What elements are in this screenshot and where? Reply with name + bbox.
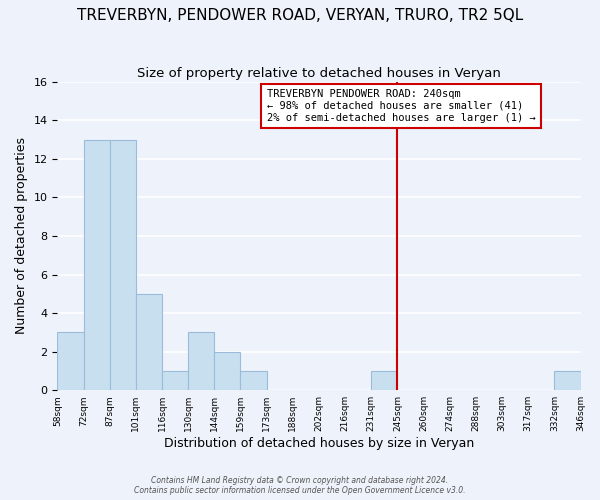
- Text: Contains HM Land Registry data © Crown copyright and database right 2024.
Contai: Contains HM Land Registry data © Crown c…: [134, 476, 466, 495]
- Text: TREVERBYN PENDOWER ROAD: 240sqm
← 98% of detached houses are smaller (41)
2% of : TREVERBYN PENDOWER ROAD: 240sqm ← 98% of…: [266, 90, 535, 122]
- Bar: [162, 371, 188, 390]
- Bar: [83, 140, 110, 390]
- Bar: [241, 371, 266, 390]
- Y-axis label: Number of detached properties: Number of detached properties: [15, 138, 28, 334]
- Title: Size of property relative to detached houses in Veryan: Size of property relative to detached ho…: [137, 68, 501, 80]
- Bar: [110, 140, 136, 390]
- Bar: [188, 332, 214, 390]
- X-axis label: Distribution of detached houses by size in Veryan: Distribution of detached houses by size …: [164, 437, 474, 450]
- Bar: [554, 371, 581, 390]
- Bar: [58, 332, 83, 390]
- Bar: [136, 294, 162, 390]
- Text: TREVERBYN, PENDOWER ROAD, VERYAN, TRURO, TR2 5QL: TREVERBYN, PENDOWER ROAD, VERYAN, TRURO,…: [77, 8, 523, 22]
- Bar: [214, 352, 241, 390]
- Bar: [371, 371, 397, 390]
